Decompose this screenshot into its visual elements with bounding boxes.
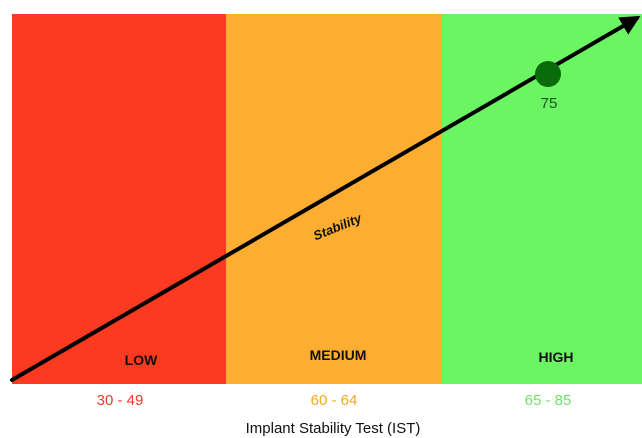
stability-point-label: 75 (541, 95, 558, 112)
zone-low-label: LOW (125, 352, 158, 368)
zone-medium-range: 60 - 64 (311, 392, 358, 409)
zone-medium-label: MEDIUM (310, 347, 367, 363)
zone-low (12, 14, 226, 384)
zone-low-range: 30 - 49 (97, 392, 144, 409)
zone-medium (226, 14, 442, 384)
stability-point (535, 61, 561, 87)
zone-high-label: HIGH (539, 349, 574, 365)
zone-high-range: 65 - 85 (525, 392, 572, 409)
stability-trend-line (10, 15, 641, 382)
x-axis-title: Implant Stability Test (IST) (246, 420, 421, 437)
